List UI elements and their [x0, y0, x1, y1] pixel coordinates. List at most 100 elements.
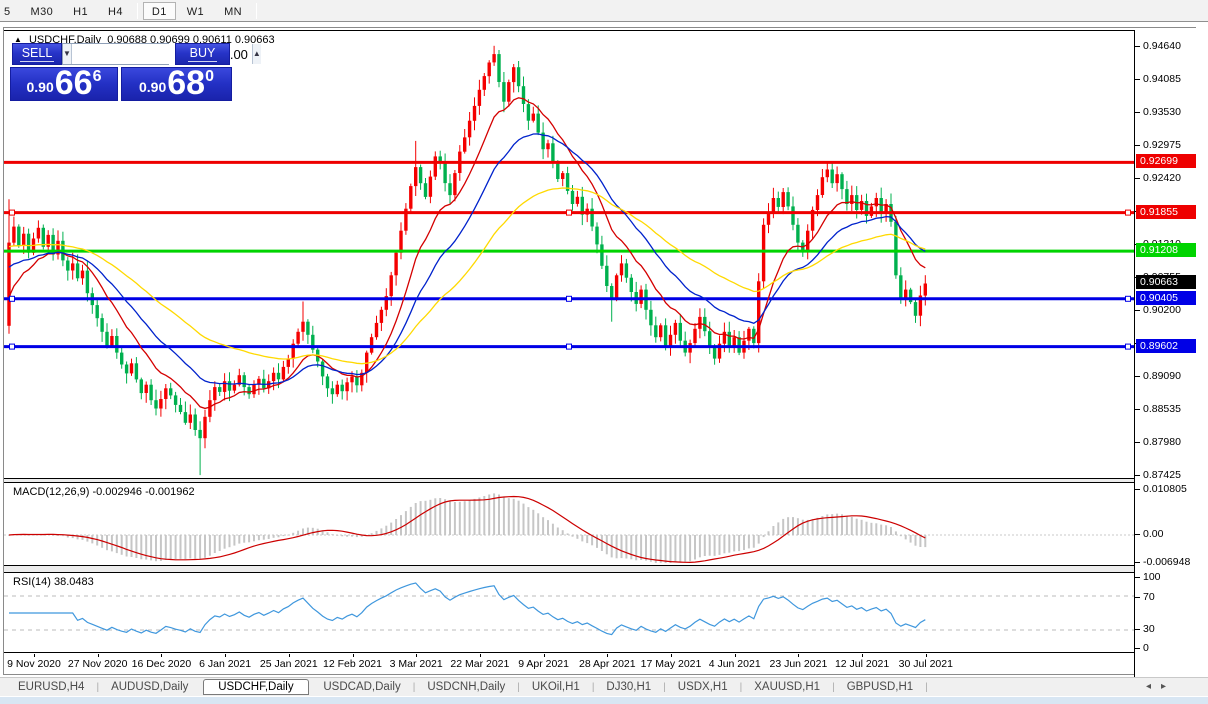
tab-separator: | [517, 681, 520, 693]
rsi-label: RSI(14) 38.0483 [13, 576, 94, 588]
price-tick-label: 0.87425 [1143, 469, 1181, 481]
date-tick-mark [798, 654, 800, 657]
chart-window: ▲ USDCHF,Daily 0.90688 0.90699 0.90611 0… [3, 27, 1197, 681]
chart-tab-audusd[interactable]: AUDUSD,Daily [111, 681, 189, 693]
volume-increase-button[interactable]: ▲ [251, 44, 261, 64]
axis-tick-mark [1135, 46, 1140, 47]
axis-tick-mark [1135, 629, 1140, 630]
tab-separator: | [591, 681, 595, 693]
date-tick-mark [862, 654, 864, 657]
price-chart-canvas[interactable] [4, 31, 1134, 478]
timeframe-button-w1[interactable]: W1 [186, 5, 205, 18]
sell-price-display[interactable]: 0.90 66 6 [10, 66, 118, 101]
volume-decrease-button[interactable]: ▼ [63, 44, 72, 64]
axis-tick-mark [1135, 112, 1140, 113]
timeframe-button-m30[interactable]: M30 [30, 5, 54, 18]
date-label: 3 Mar 2021 [389, 658, 443, 670]
price-tick-label: 0.87980 [1143, 436, 1181, 448]
date-label: 23 Jun 2021 [769, 658, 828, 670]
current-price-label[interactable]: 0.90663 [1136, 275, 1196, 289]
tab-separator: | [832, 681, 835, 693]
timeframe-button-h4[interactable]: H4 [108, 5, 123, 18]
chart-tab-usdcad[interactable]: USDCAD,Daily [323, 681, 401, 693]
rsi-tick-label: 30 [1143, 623, 1155, 635]
date-label: 9 Apr 2021 [518, 658, 569, 670]
volume-spinner: ▼ ▲ [62, 43, 261, 65]
date-tick-mark [607, 654, 609, 657]
buy-price-display[interactable]: 0.90 68 0 [121, 66, 232, 101]
date-tick-mark [225, 654, 227, 657]
date-tick-mark [161, 654, 163, 657]
tab-scroll-right-icon[interactable]: ▸ [1161, 681, 1177, 692]
date-tick-mark [97, 654, 99, 657]
date-label: 9 Nov 2020 [7, 658, 61, 670]
chart-tab-usdchf[interactable]: USDCHF,Daily [203, 679, 309, 695]
date-label: 4 Jun 2021 [708, 658, 761, 670]
date-tick-mark [734, 654, 736, 657]
hline-price-label[interactable]: 0.92699 [1136, 154, 1196, 168]
toolbar-separator [136, 2, 138, 19]
macd-canvas[interactable] [4, 483, 1134, 565]
toolbar-separator [256, 2, 257, 19]
chart-tab-eurusd[interactable]: EURUSD,H4 [18, 681, 85, 693]
hline-price-label[interactable]: 0.91208 [1136, 243, 1196, 257]
tab-separator: | [412, 681, 416, 693]
timeframe-button-h1[interactable]: H1 [73, 5, 89, 18]
timeframe-button-5[interactable]: 5 [4, 5, 11, 18]
price-tick-label: 0.92420 [1143, 172, 1181, 184]
date-tick-mark [416, 654, 418, 657]
timeframe-toolbar: 5 M30 H1 H4 D1 W1 MN [0, 0, 1208, 22]
price-axis-line [1134, 30, 1135, 681]
axis-tick-mark [1135, 409, 1140, 410]
axis-tick-mark [1135, 597, 1140, 598]
macd-pane[interactable]: MACD(12,26,9) -0.002946 -0.001962 [4, 482, 1134, 566]
price-tick-label: 0.93530 [1143, 106, 1181, 118]
price-scale[interactable]: 0.94640 0.94085 0.93530 0.92975 0.92420 0.918… [1135, 28, 1197, 676]
tab-separator: | [663, 681, 666, 693]
buy-button[interactable]: BUY [175, 43, 230, 65]
date-axis[interactable]: 9 Nov 2020 27 Nov 2020 16 Dec 2020 6 Jan 20… [4, 654, 1134, 674]
macd-label: MACD(12,26,9) -0.002946 -0.001962 [13, 486, 195, 498]
chart-tab-usdcnh[interactable]: USDCNH,Daily [427, 681, 506, 693]
chart-tab-gbpusd[interactable]: GBPUSD,H1 [846, 681, 914, 693]
macd-tick-label: 0.010805 [1143, 483, 1187, 495]
macd-tick-label: 0.00 [1143, 528, 1164, 540]
date-label: 16 Dec 2020 [131, 658, 192, 670]
chart-tab-ukoil[interactable]: UKOil,H1 [531, 681, 580, 693]
chart-tab-usdx[interactable]: USDX,H1 [677, 681, 728, 693]
date-tick-mark [34, 654, 35, 657]
hline-price-label[interactable]: 0.90405 [1136, 291, 1196, 305]
price-tick-label: 0.94085 [1143, 73, 1181, 85]
timeframe-button-mn[interactable]: MN [224, 5, 242, 18]
price-tick-label: 0.88535 [1143, 403, 1181, 415]
collapse-triangle-icon[interactable]: ▲ [14, 35, 22, 44]
chart-tab-xauusd[interactable]: XAUUSD,H1 [754, 681, 821, 693]
price-tick-label: 0.94640 [1143, 40, 1181, 52]
price-pane[interactable]: ▲ USDCHF,Daily 0.90688 0.90699 0.90611 0… [4, 30, 1134, 479]
tab-scroll-left-icon[interactable]: ◂ [1146, 681, 1162, 692]
axis-tick-mark [1135, 145, 1140, 146]
date-tick-mark [479, 654, 481, 657]
hline-price-label[interactable]: 0.89602 [1136, 339, 1196, 353]
pane-splitter[interactable] [4, 479, 1134, 482]
date-label: 28 Apr 2021 [578, 658, 636, 670]
date-tick-mark [543, 654, 545, 657]
date-label: 17 May 2021 [640, 658, 702, 670]
date-tick-mark [671, 654, 672, 657]
timeframe-button-d1[interactable]: D1 [142, 1, 176, 20]
axis-tick-mark [1135, 475, 1140, 476]
rsi-canvas[interactable] [4, 573, 1134, 652]
hline-price-label[interactable]: 0.91855 [1136, 205, 1196, 219]
axis-tick-mark [1135, 310, 1140, 311]
pane-splitter[interactable] [4, 566, 1134, 572]
sell-button[interactable]: SELL [12, 43, 62, 65]
date-label: 25 Jan 2021 [259, 658, 318, 670]
axis-tick-mark [1135, 648, 1140, 649]
date-label: 27 Nov 2020 [67, 658, 128, 670]
rsi-tick-label: 100 [1143, 571, 1161, 583]
tab-separator: | [925, 681, 928, 693]
rsi-pane[interactable]: RSI(14) 38.0483 [4, 572, 1134, 653]
chart-tab-dj30[interactable]: DJ30,H1 [606, 681, 652, 693]
date-label: 30 Jul 2021 [898, 658, 953, 670]
